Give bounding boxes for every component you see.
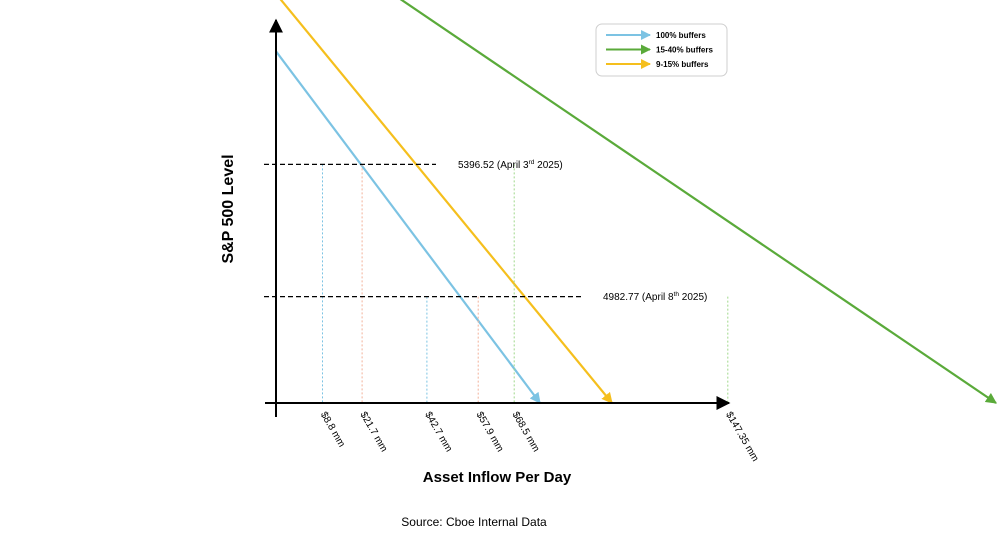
series-line-15-40-buffers xyxy=(399,0,997,404)
series-line-100-buffers xyxy=(275,50,541,404)
level-label: 5396.52 (April 3rd 2025) xyxy=(458,159,563,171)
legend-label-9-15-buffers: 9-15% buffers xyxy=(656,60,709,69)
x-tick-label: $68.5 mm xyxy=(510,410,542,454)
legend: 100% buffers 15-40% buffers 9-15% buffers xyxy=(595,23,728,77)
x-tick-label: $21.7 mm xyxy=(358,410,390,454)
level-layer: 5396.52 (April 3rd 2025) 4982.77 (April 8… xyxy=(264,159,707,303)
series-layer xyxy=(275,0,997,404)
x-axis-label: Asset Inflow Per Day xyxy=(423,469,572,486)
x-tick-label: $8.8 mm xyxy=(318,410,347,449)
level-label: 4982.77 (April 8th 2025) xyxy=(603,291,707,303)
legend-label-100-buffers: 100% buffers xyxy=(656,31,706,40)
legend-label-15-40-buffers: 15-40% buffers xyxy=(656,46,713,55)
x-tick-label: $147.35 mm xyxy=(723,410,760,464)
x-tick-label: $42.7 mm xyxy=(422,410,454,454)
source-note: Source: Cboe Internal Data xyxy=(401,515,547,529)
legend-items: 100% buffers 15-40% buffers 9-15% buffers xyxy=(606,30,713,69)
x-tick-label: $57.9 mm xyxy=(474,410,506,454)
series-line-9-15-buffers xyxy=(279,0,613,404)
y-axis-label: S&P 500 Level xyxy=(220,154,237,263)
